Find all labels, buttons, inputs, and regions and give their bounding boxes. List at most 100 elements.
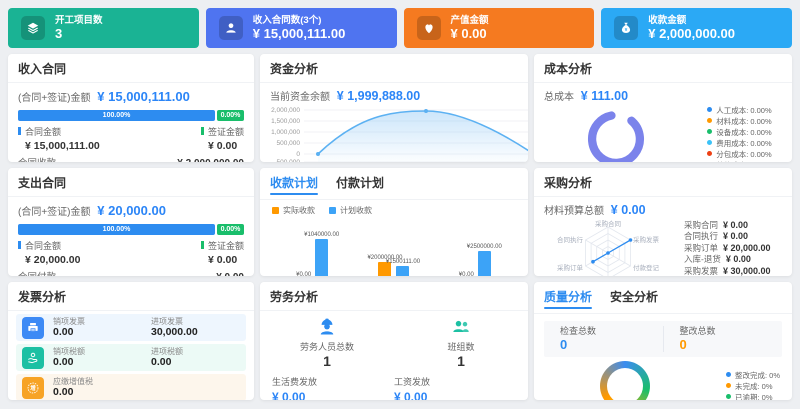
fund-balance-label: 当前资金余额	[270, 92, 330, 103]
legend-dot	[707, 129, 713, 134]
quality-donut-chart[interactable]	[600, 361, 650, 400]
list-item: 采购发票 ¥ 30,000.00	[684, 265, 771, 276]
y-tick: 2,000,000	[271, 107, 300, 114]
kpi-card-started-projects[interactable]: 开工项目数 3	[8, 8, 199, 48]
list-item: 采购合同 ¥ 0.00	[684, 220, 749, 230]
legend-dot	[725, 371, 731, 377]
legend-text: 材料成本: 0.00%	[716, 117, 772, 126]
stat-value: 1	[457, 353, 465, 369]
card-title: 发票分析	[8, 282, 254, 311]
expense-amount-line: (合同+签证)金额 ¥ 20,000.00	[8, 197, 254, 218]
layers-icon	[21, 16, 45, 40]
kpi-card-output-value[interactable]: 产值金额 ¥ 0.00	[403, 8, 595, 48]
radar-grid	[585, 226, 633, 276]
stat-value: 0	[679, 337, 687, 352]
kpi-label: 收款金额	[648, 15, 687, 26]
contract-amount-label: 合同金额	[25, 241, 62, 251]
fund-line-chart[interactable]: 2,000,000 1,500,000 1,000,000 500,000 0 …	[266, 107, 528, 162]
invoice-cell: 销项发票 0.00	[53, 317, 142, 338]
contract-pct-bar: 100.00%	[18, 110, 215, 121]
legend-item-planned: 计划收款	[329, 205, 372, 216]
fund-analysis-card: 资金分析 当前资金余额 ¥ 1,999,888.00 2,000,000 1,5…	[260, 54, 528, 162]
plans-bar-chart[interactable]: ¥0.00 ¥1040000.00 ¥2000000.00 ¥1500111.00 ¥0…	[272, 230, 516, 276]
purchase-radar-chart[interactable]: 采购合同 采购发票 付款登记 入库-退货 采购订单 合同执行	[538, 219, 684, 276]
list-item: 采购订单 ¥ 20,000.00	[684, 242, 771, 253]
tab-payment-plan[interactable]: 付款计划	[336, 176, 385, 190]
legend-text: 其他成本: 100.00%	[716, 161, 780, 162]
amount-label: (合同+签证)金额	[18, 207, 91, 218]
cell-value: 0.00	[53, 386, 74, 398]
green-marker	[200, 241, 204, 249]
kpi-card-received-amount[interactable]: ¥ 收款金额 ¥ 2,000,000.00	[601, 8, 792, 48]
pay-value: ¥ 0.00	[394, 390, 428, 400]
contract-amount-value: ¥ 15,000,111.00	[25, 140, 100, 152]
legend-dot	[707, 140, 713, 145]
labor-stats: 劳务人员总数 1 班组数 1	[260, 311, 528, 369]
kpi-label: 开工项目数	[55, 15, 103, 26]
bar-group: ¥2000000.00 ¥1500111.00	[353, 230, 434, 276]
list-item: 合同执行 ¥ 0.00	[684, 231, 749, 242]
tab-quality[interactable]: 质量分析	[544, 288, 593, 309]
legend-text: 费用成本: 0.00%	[716, 139, 772, 148]
legend-text: 人工成本: 0.00%	[716, 106, 772, 115]
cost-total-line: 总成本 ¥ 111.00	[534, 83, 792, 103]
plans-tabs: 收款计划 付款计划	[260, 168, 528, 200]
svg-text:¥: ¥	[625, 27, 628, 32]
green-marker	[200, 127, 204, 135]
cell-value: 0.00	[151, 356, 172, 368]
cost-total-value: ¥ 111.00	[580, 89, 629, 103]
pay-label: 生活费发放	[272, 377, 318, 387]
output-value-icon	[416, 16, 441, 40]
living-pay-item: 生活费发放 ¥ 0.00	[272, 375, 394, 400]
tab-safety[interactable]: 安全分析	[610, 290, 659, 304]
bar-value-label: ¥2500000.00	[466, 244, 502, 251]
cost-analysis-card: 成本分析 总成本 ¥ 111.00 人工成本: 0.00% 材料成本: 0.00…	[534, 54, 792, 162]
amount-value: ¥ 20,000.00	[97, 203, 166, 218]
tab-receipt-plan[interactable]: 收款计划	[270, 174, 319, 195]
bar: ¥1040000.00	[304, 230, 339, 276]
legend-square	[272, 207, 279, 214]
wage-pay-item: 工资发放 ¥ 0.00	[394, 375, 516, 400]
card-title: 劳务分析	[260, 282, 528, 311]
contract-receipt-row: 合同收款 ¥ 2,000,000.00	[8, 152, 254, 162]
invoice-cell: 进项税额 0.00	[151, 347, 240, 368]
pay-value: ¥ 0.00	[272, 390, 306, 400]
kpi-card-income-contracts[interactable]: 收入合同数(3个) ¥ 15,000,111.00	[205, 8, 397, 48]
bar-value-label: ¥0.00	[296, 272, 312, 276]
legend-dot	[707, 107, 713, 112]
stat-value: 0	[560, 337, 568, 352]
purchase-budget-line: 材料预算总额 ¥ 0.00	[534, 197, 792, 217]
kpi-value: ¥ 2,000,000.00	[648, 26, 735, 41]
legend-item: 未完成: 0%	[725, 381, 780, 392]
legend-text: 整改完成: 0%	[734, 370, 780, 380]
invoice-row-output: 销项发票 0.00 进项发票 30,000.00	[16, 314, 246, 341]
dashboard-grid: 收入合同 (合同+签证)金额 ¥ 15,000,111.00 100.00% 0…	[0, 48, 800, 408]
expense-ratio-bar: 100.00% 0.00%	[18, 224, 244, 235]
radar-axis-label: 合同执行	[557, 237, 583, 244]
kpi-value: ¥ 0.00	[450, 26, 487, 41]
stat-label: 整改总数	[679, 326, 716, 336]
labor-pays: 生活费发放 ¥ 0.00 工资发放 ¥ 0.00	[260, 369, 528, 400]
legend-square	[329, 207, 336, 214]
contract-payment-row: 合同付款 ¥ 0.00	[8, 266, 254, 276]
legend-item: 分包成本: 0.00%	[707, 149, 780, 160]
stat-label: 检查总数	[560, 326, 597, 336]
cost-body: 人工成本: 0.00% 材料成本: 0.00% 设备成本: 0.00% 费用成本…	[534, 103, 792, 162]
legend-item: 其他成本: 100.00%	[707, 160, 780, 162]
invoice-row-vat: 增 应缴增值税 0.00	[16, 374, 246, 400]
card-title: 资金分析	[260, 54, 528, 83]
card-title: 支出合同	[8, 168, 254, 197]
invoice-row-tax: 销项税额 0.00 进项税额 0.00	[16, 344, 246, 371]
list-item: 入库-退货 ¥ 0.00	[684, 254, 751, 265]
kpi-label: 产值金额	[450, 15, 489, 26]
budget-value: ¥ 0.00	[610, 203, 646, 217]
income-amount-line: (合同+签证)金额 ¥ 15,000,111.00	[8, 83, 254, 104]
legend-dot	[725, 393, 731, 399]
bar: ¥1500111.00	[386, 230, 420, 276]
cost-donut-chart[interactable]	[582, 105, 650, 162]
rectification-total-cell: 整改总数 0	[662, 326, 783, 352]
legend-text: 分包成本: 0.00%	[716, 150, 772, 159]
income-amount-pair: 合同金额 ¥ 15,000,111.00 签证金额 ¥ 0.00	[8, 121, 254, 152]
bar-value-label: ¥1040000.00	[304, 231, 340, 238]
hand-coin-icon	[22, 346, 44, 369]
